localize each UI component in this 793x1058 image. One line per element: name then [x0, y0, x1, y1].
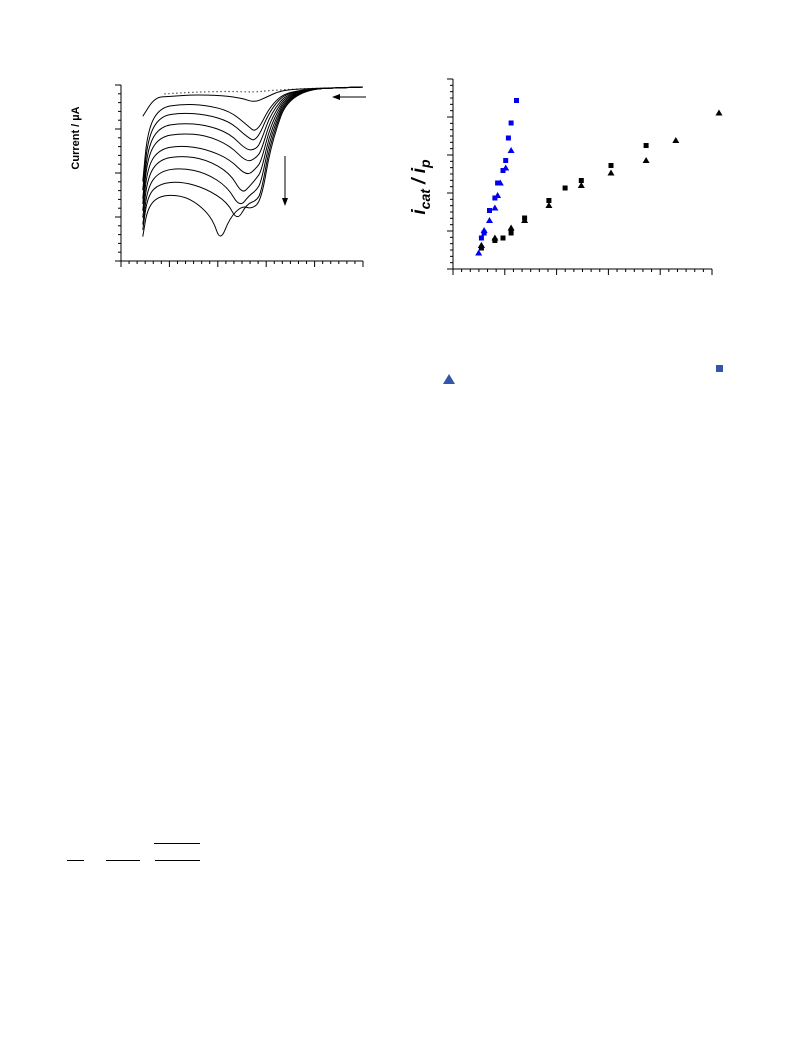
- fraction-bar-3: [155, 860, 200, 861]
- data-point-triangle: [502, 164, 510, 171]
- right-ylabel-mid: / i: [409, 167, 430, 190]
- right-chart-y-axis-label: icat / ip: [409, 112, 437, 262]
- data-point-triangle: [715, 109, 723, 116]
- cv-series-line-7: [142, 86, 364, 218]
- data-point-triangle: [607, 169, 615, 176]
- arrow-left-head: [332, 94, 340, 100]
- cv-series-line-8: [142, 86, 364, 225]
- left-chart-y-axis-label: Current / µA: [70, 106, 82, 170]
- cv-series-line-2: [142, 86, 364, 182]
- right-ylabel-sub-p: p: [416, 159, 433, 168]
- fraction-bar-top: [154, 843, 200, 844]
- legend-triangle-marker: [443, 372, 455, 390]
- data-point-square: [503, 158, 509, 163]
- data-point-square: [643, 143, 649, 148]
- fraction-bar-1: [67, 860, 84, 861]
- data-point-triangle: [477, 242, 485, 248]
- cv-series-line-10: [142, 86, 364, 237]
- data-point-triangle: [507, 147, 515, 153]
- data-point-triangle: [486, 217, 493, 223]
- data-point-square: [508, 120, 514, 126]
- data-point-triangle: [577, 182, 585, 188]
- data-point-triangle: [672, 137, 680, 143]
- data-point-square: [505, 135, 511, 141]
- data-point-square: [487, 208, 492, 213]
- data-point-triangle: [545, 202, 553, 208]
- cv-series-line-9: [142, 86, 364, 230]
- cv-series-line-3: [142, 86, 364, 191]
- data-point-triangle: [491, 204, 499, 211]
- cv-series-line-4: [142, 86, 364, 199]
- data-point-triangle: [496, 179, 504, 186]
- data-point-triangle: [642, 157, 650, 163]
- data-point-square: [495, 180, 501, 186]
- fraction-bar-2: [106, 860, 140, 861]
- data-point-triangle: [491, 234, 499, 241]
- data-point-square: [478, 235, 484, 241]
- data-point-triangle: [494, 192, 502, 198]
- cv-series-line-1: [142, 86, 364, 117]
- data-point-square: [514, 98, 519, 103]
- data-point-triangle: [507, 224, 515, 231]
- right-ylabel-sub-cat: cat: [416, 189, 433, 210]
- data-point-triangle: [480, 227, 488, 233]
- legend-square-marker: [716, 360, 724, 378]
- cv-series-line-5: [142, 86, 364, 205]
- right-ylabel-i: i: [409, 209, 430, 215]
- data-point-square: [500, 235, 506, 241]
- data-point-triangle: [521, 217, 529, 223]
- data-point-square: [578, 178, 584, 183]
- data-point-square: [546, 198, 552, 203]
- data-point-triangle: [475, 249, 483, 256]
- data-point-square: [508, 230, 514, 236]
- data-point-square: [608, 163, 614, 168]
- data-point-square: [562, 185, 568, 191]
- cv-series-line-6: [142, 86, 364, 211]
- arrow-down-head: [282, 198, 288, 206]
